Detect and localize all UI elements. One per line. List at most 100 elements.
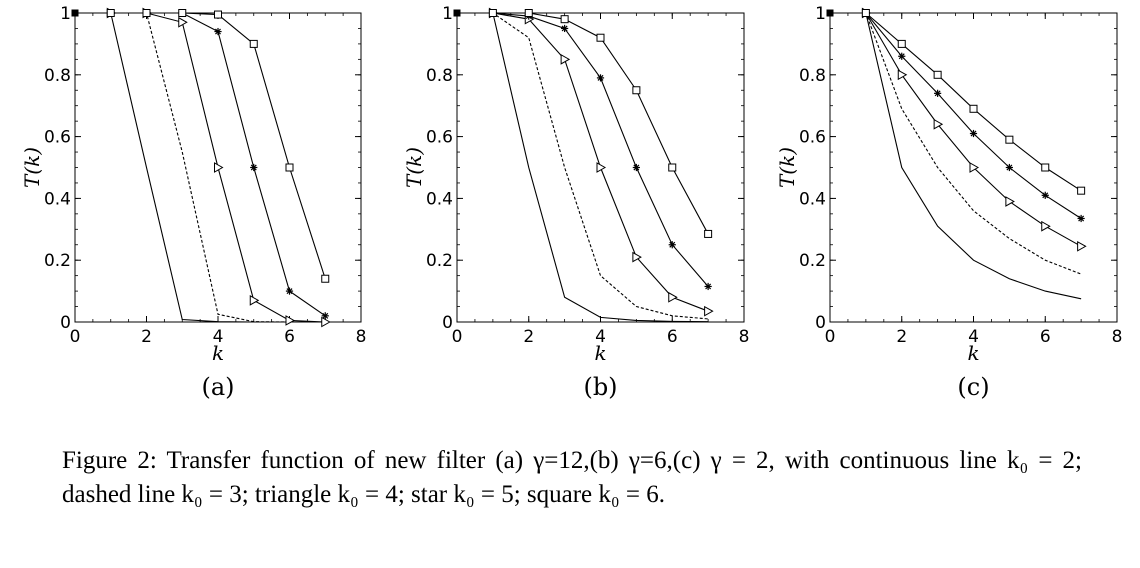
y-tick-label: 0.6 <box>799 128 826 148</box>
x-tick-label: 4 <box>213 327 224 347</box>
panel-label: (a) <box>201 373 234 401</box>
triangle-marker <box>178 16 188 28</box>
triangle-marker <box>596 162 607 173</box>
triangle-marker <box>897 69 908 81</box>
y-tick-label: 0 <box>815 313 826 333</box>
star-stroke <box>597 74 604 81</box>
square-marker <box>632 86 641 95</box>
series-line <box>830 12 1082 219</box>
star-marker <box>1005 163 1013 172</box>
square-marker <box>106 9 115 17</box>
square-marker <box>524 9 533 17</box>
star-stroke <box>250 164 257 171</box>
start-point-marker <box>453 9 461 17</box>
x-tick-label: 4 <box>595 327 606 347</box>
star-marker <box>1041 191 1049 199</box>
square-marker <box>1041 163 1050 172</box>
square-marker <box>861 9 870 17</box>
square-marker <box>1005 135 1014 144</box>
star-stroke <box>934 90 941 97</box>
square-marker <box>1077 186 1086 195</box>
star-stroke <box>898 53 905 60</box>
star-stroke <box>970 130 977 137</box>
triangle-marker <box>1005 196 1015 207</box>
triangle-marker <box>632 251 642 263</box>
square-marker <box>214 10 222 19</box>
x-tick-label: 2 <box>141 327 152 347</box>
square-marker <box>897 39 906 48</box>
y-tick-label: 0.4 <box>799 189 826 209</box>
star-marker <box>1077 214 1085 223</box>
star-stroke <box>286 288 293 295</box>
chart-panel: 0 2 4 6 8 0 0.2 0.4 0.6 0.8 1 k T(k) (b) <box>402 4 749 401</box>
triangle-marker <box>214 162 224 173</box>
start-point-marker <box>826 9 834 17</box>
series-line <box>830 12 1082 300</box>
x-axis-label: k <box>967 341 979 365</box>
x-tick-label: 0 <box>825 327 836 347</box>
square-marker <box>142 9 151 17</box>
square-marker <box>668 163 677 172</box>
minor-ticks <box>829 12 1118 323</box>
series-line <box>830 12 1082 247</box>
star-stroke <box>1006 164 1013 171</box>
triangle-marker <box>704 305 714 317</box>
chart-panel: 0 2 4 6 8 0 0.2 0.4 0.6 0.8 1 k T(k) (c) <box>775 4 1122 401</box>
triangle-marker <box>321 316 331 328</box>
star-marker <box>214 27 222 36</box>
y-tick-label: 0 <box>442 313 453 333</box>
x-tick-label: 2 <box>896 327 907 347</box>
x-tick-label: 4 <box>968 327 979 347</box>
triangle-marker <box>1041 220 1051 232</box>
y-tick-label: 0.2 <box>426 251 453 271</box>
star-marker <box>632 163 640 172</box>
start-point-marker <box>71 9 79 17</box>
x-tick-label: 8 <box>739 327 750 347</box>
series-line <box>830 12 1082 192</box>
x-tick-label: 0 <box>70 327 81 347</box>
y-tick-label: 1 <box>442 4 453 24</box>
star-stroke <box>669 241 676 248</box>
square-marker <box>178 9 187 17</box>
x-tick-label: 2 <box>523 327 534 347</box>
y-tick-label: 1 <box>815 4 826 24</box>
star-stroke <box>633 164 640 171</box>
series-line <box>457 12 709 312</box>
y-tick-label: 1 <box>60 4 71 24</box>
y-tick-label: 0.6 <box>426 128 453 148</box>
series-line <box>457 12 709 235</box>
square-marker <box>969 104 978 113</box>
figure-caption: Figure 2: Transfer function of new filte… <box>62 447 1082 508</box>
x-tick-label: 0 <box>452 327 463 347</box>
x-tick-label: 6 <box>284 327 295 347</box>
x-tick-label: 6 <box>667 327 678 347</box>
square-marker <box>285 163 294 172</box>
y-axis-label: T(k) <box>402 147 426 188</box>
y-tick-label: 0.8 <box>799 66 826 86</box>
star-marker <box>969 129 978 138</box>
star-marker <box>934 89 942 97</box>
square-marker <box>321 274 330 283</box>
x-axis-label: k <box>212 341 224 365</box>
triangle-marker <box>285 315 296 326</box>
series-line <box>457 12 709 320</box>
y-tick-label: 0.6 <box>44 128 71 148</box>
triangle-marker <box>1077 240 1087 252</box>
x-tick-label: 8 <box>356 327 367 347</box>
star-marker <box>898 52 906 60</box>
star-marker <box>321 312 329 320</box>
star-marker <box>668 241 676 249</box>
star-marker <box>250 163 258 172</box>
chart-panel: 0 2 4 6 8 0 0.2 0.4 0.6 0.8 1 k T(k) (a) <box>20 4 366 401</box>
star-stroke <box>1042 192 1049 199</box>
triangle-marker <box>249 295 260 306</box>
triangle-marker <box>668 291 678 303</box>
series-line <box>457 12 709 287</box>
star-marker <box>285 287 294 295</box>
panel-label: (c) <box>957 373 989 401</box>
square-marker <box>704 229 713 238</box>
y-tick-label: 0.2 <box>799 251 826 271</box>
y-axis-label: T(k) <box>20 147 44 188</box>
square-marker <box>249 39 258 48</box>
